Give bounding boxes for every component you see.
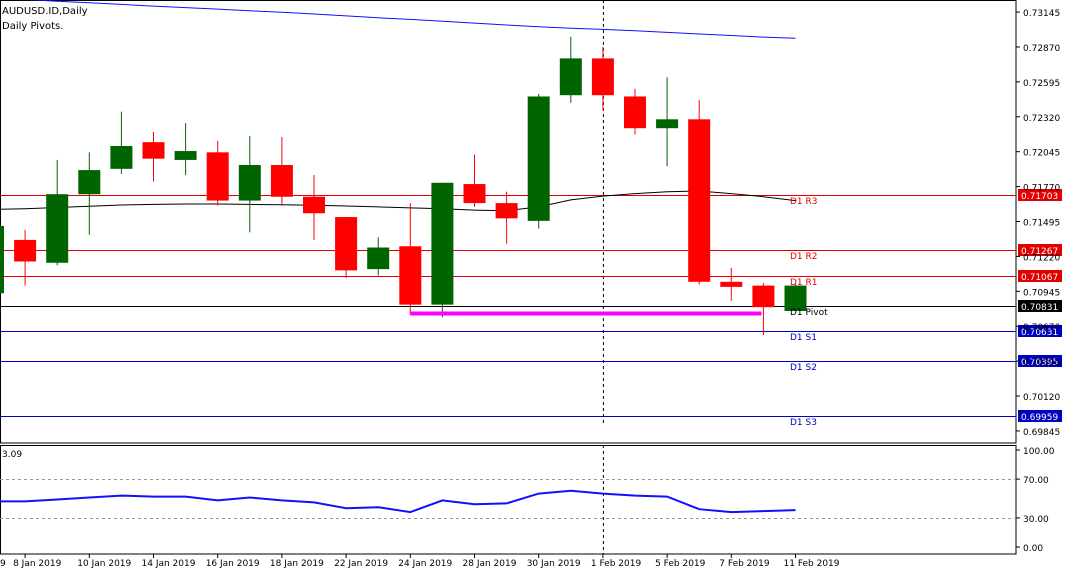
x-tick-label-6: 22 Jan 2019 — [334, 559, 388, 569]
candle-body-12 — [367, 247, 390, 270]
pivot-price-tag-0 — [1018, 189, 1062, 201]
pivot-label-6: D1 S3 — [790, 418, 817, 428]
pivot-price-tag-2 — [1018, 270, 1062, 282]
y-tick-label-11: 0.70120 — [1023, 393, 1060, 403]
pivot-price-tag-text-4: 0.70631 — [1021, 328, 1058, 338]
moving-average-0 — [26, 0, 796, 39]
y-tick-label-2: 0.72595 — [1023, 79, 1060, 89]
candle-body-22 — [688, 119, 711, 282]
x-tick-label-9: 30 Jan 2019 — [527, 559, 581, 569]
candle-body-8 — [238, 165, 261, 201]
candle-body-13 — [399, 246, 422, 305]
oscillator-panel-frame — [0, 445, 1017, 555]
pivot-label-5: D1 S2 — [790, 363, 817, 373]
y-tick-label-5: 0.71770 — [1023, 184, 1060, 194]
moving-average-1 — [0, 190, 796, 212]
candle-body-0 — [0, 225, 4, 294]
candle-body-16 — [495, 203, 518, 219]
y-tick-label-6: 0.71495 — [1023, 219, 1060, 229]
pivot-price-tag-text-6: 0.69959 — [1021, 413, 1058, 423]
candle-body-2 — [46, 194, 69, 263]
candle-body-4 — [110, 145, 133, 169]
pivot-label-0: D1 R3 — [790, 197, 818, 207]
y-tick-label-1: 0.72870 — [1023, 44, 1060, 54]
oscillator-tick-label-3: 0.00 — [1023, 544, 1043, 554]
x-tick-label-7: 24 Jan 2019 — [398, 559, 452, 569]
oscillator-label: 3.09 — [2, 450, 22, 460]
candle-body-6 — [174, 151, 197, 160]
candle-body-14 — [431, 182, 454, 305]
x-tick-label-8: 28 Jan 2019 — [463, 559, 517, 569]
x-tick-label-3: 14 Jan 2019 — [142, 559, 196, 569]
y-tick-label-8: 0.70945 — [1023, 288, 1060, 298]
candle-body-1 — [14, 239, 37, 262]
candle-body-7 — [206, 152, 229, 201]
y-tick-label-3: 0.72320 — [1023, 114, 1060, 124]
indicator-label: Daily Pivots. — [2, 21, 63, 32]
x-tick-label-13: 11 Feb 2019 — [784, 559, 840, 569]
x-tick-label-11: 5 Feb 2019 — [655, 559, 706, 569]
pivot-price-tag-6 — [1018, 410, 1062, 422]
pivot-price-tag-4 — [1018, 325, 1062, 337]
y-tick-label-10: 0.70395 — [1023, 358, 1060, 368]
x-tick-label-2: 10 Jan 2019 — [77, 559, 131, 569]
pivot-price-tag-text-1: 0.71267 — [1021, 247, 1058, 257]
candle-body-18 — [559, 58, 582, 96]
y-tick-label-0: 0.73145 — [1023, 9, 1060, 19]
pivot-price-tag-3 — [1018, 300, 1062, 312]
pivot-price-tag-1 — [1018, 244, 1062, 256]
oscillator-tick-label-1: 70.00 — [1023, 476, 1049, 486]
pivot-label-3: D1 Pivot — [790, 308, 828, 318]
candle-body-24 — [752, 285, 775, 308]
candle-body-19 — [591, 58, 614, 96]
candle-body-10 — [303, 196, 325, 214]
candle-body-23 — [720, 281, 743, 287]
x-tick-label-4: 16 Jan 2019 — [206, 559, 260, 569]
oscillator-line — [0, 489, 796, 514]
x-tick-label-12: 7 Feb 2019 — [719, 559, 770, 569]
candle-body-5 — [142, 142, 165, 159]
y-tick-label-4: 0.72045 — [1023, 149, 1060, 159]
symbol-label: AUDUSD.ID,Daily — [2, 6, 88, 17]
pivot-label-1: D1 R2 — [790, 252, 818, 262]
pivot-price-tag-text-3: 0.70831 — [1021, 303, 1058, 313]
pivot-price-tag-text-2: 0.71067 — [1021, 273, 1058, 283]
pivot-price-tag-5 — [1018, 355, 1062, 367]
oscillator-tick-label-2: 30.00 — [1023, 515, 1049, 525]
oscillator-tick-label-0: 100.00 — [1023, 447, 1055, 457]
pivot-label-2: D1 R1 — [790, 278, 818, 288]
x-tick-label-5: 18 Jan 2019 — [270, 559, 324, 569]
x-tick-label-1: 8 Jan 2019 — [13, 559, 61, 569]
candle-body-17 — [527, 96, 550, 221]
candle-body-11 — [335, 217, 358, 271]
y-tick-label-12: 0.69845 — [1023, 428, 1060, 438]
pivot-label-4: D1 S1 — [790, 333, 817, 343]
y-tick-label-9: 0.70670 — [1023, 323, 1060, 333]
candle-body-21 — [656, 119, 679, 129]
candle-body-3 — [78, 170, 101, 195]
pivot-price-tag-text-0: 0.71703 — [1021, 192, 1058, 202]
main-panel-frame — [0, 0, 1017, 444]
candle-body-25 — [784, 285, 807, 311]
y-tick-label-7: 0.71220 — [1023, 253, 1060, 263]
x-tick-label-10: 1 Feb 2019 — [591, 559, 642, 569]
candle-body-20 — [624, 96, 646, 129]
candle-body-15 — [463, 184, 486, 204]
candle-body-9 — [270, 165, 293, 197]
x-tick-label-0: 9 — [0, 559, 6, 569]
pivot-price-tag-text-5: 0.70395 — [1021, 358, 1058, 368]
